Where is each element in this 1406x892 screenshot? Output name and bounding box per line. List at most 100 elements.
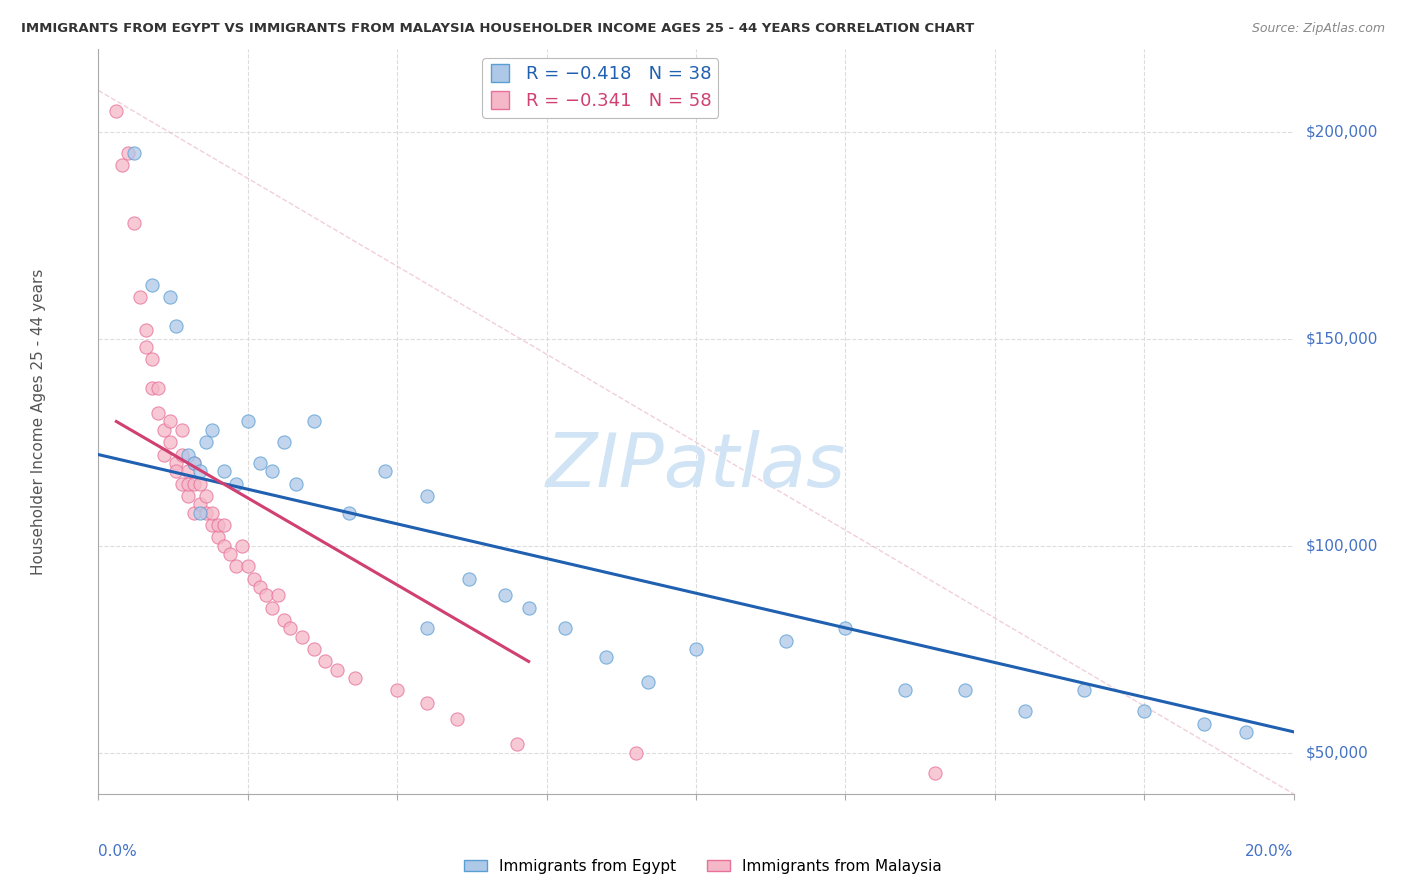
Point (249, 456, 271, 470)
Point (135, 323, 157, 337)
Point (236, 414, 259, 429)
Point (172, 476, 194, 491)
Point (1234, 724, 1257, 739)
Text: 0.0%: 0.0% (98, 844, 138, 858)
Legend: R = −0.418   N = 38, R = −0.341   N = 58: R = −0.418 N = 38, R = −0.341 N = 58 (482, 58, 718, 118)
Point (159, 435, 181, 450)
Point (894, 683, 917, 698)
Point (254, 588, 277, 602)
Point (1192, 716, 1215, 731)
Point (148, 381, 170, 395)
Point (207, 517, 229, 532)
Point (243, 572, 266, 586)
Point (177, 489, 200, 503)
Point (183, 456, 205, 470)
Point (117, 145, 139, 160)
Point (517, 600, 540, 615)
Point (249, 580, 271, 594)
Point (278, 621, 301, 635)
Text: IMMIGRANTS FROM EGYPT VS IMMIGRANTS FROM MALAYSIA HOUSEHOLDER INCOME AGES 25 - 4: IMMIGRANTS FROM EGYPT VS IMMIGRANTS FROM… (21, 22, 974, 36)
Point (212, 539, 235, 553)
Point (446, 712, 468, 726)
Point (344, 671, 367, 685)
Point (416, 621, 439, 635)
Point (290, 630, 312, 644)
Text: 20.0%: 20.0% (1246, 844, 1294, 858)
Point (339, 506, 360, 520)
Point (194, 435, 218, 450)
Point (1133, 704, 1156, 718)
Point (135, 340, 157, 354)
Point (194, 506, 218, 520)
Point (212, 464, 235, 478)
Point (225, 476, 247, 491)
Point (201, 506, 224, 520)
Point (165, 464, 187, 478)
Point (834, 621, 856, 635)
Point (284, 476, 307, 491)
Point (260, 600, 283, 615)
Point (105, 104, 128, 119)
Text: Source: ZipAtlas.com: Source: ZipAtlas.com (1251, 22, 1385, 36)
Point (685, 642, 707, 657)
Point (124, 145, 146, 160)
Point (260, 464, 283, 478)
Text: ZIPatlas: ZIPatlas (546, 430, 846, 502)
Text: $50,000: $50,000 (1306, 745, 1368, 760)
Point (201, 423, 224, 437)
Point (267, 588, 290, 602)
Point (165, 456, 187, 470)
Point (1014, 704, 1036, 718)
Point (141, 352, 163, 367)
Point (183, 456, 205, 470)
Point (315, 655, 337, 669)
Point (595, 650, 617, 665)
Point (141, 277, 163, 292)
Point (302, 642, 325, 657)
Point (177, 464, 200, 478)
Point (159, 414, 181, 429)
Point (177, 476, 200, 491)
Point (129, 290, 152, 304)
Point (183, 506, 205, 520)
Point (385, 683, 409, 698)
Point (458, 572, 481, 586)
Point (153, 448, 176, 462)
Point (554, 621, 576, 635)
Point (637, 675, 659, 690)
Point (183, 476, 205, 491)
Text: $100,000: $100,000 (1306, 538, 1378, 553)
Point (153, 423, 176, 437)
Point (148, 406, 170, 420)
Point (188, 464, 211, 478)
Point (273, 613, 295, 627)
Point (416, 696, 439, 710)
Point (302, 414, 325, 429)
Text: $150,000: $150,000 (1306, 331, 1378, 346)
Point (207, 530, 229, 544)
Point (159, 290, 181, 304)
Point (231, 539, 253, 553)
Point (494, 588, 516, 602)
Point (624, 746, 647, 760)
Point (775, 633, 797, 648)
Point (1073, 683, 1095, 698)
Point (326, 663, 349, 677)
Point (225, 559, 247, 574)
Point (141, 381, 163, 395)
Text: Householder Income Ages 25 - 44 years: Householder Income Ages 25 - 44 years (31, 268, 46, 574)
Point (374, 464, 396, 478)
Point (111, 158, 134, 172)
Point (236, 559, 259, 574)
Legend: Immigrants from Egypt, Immigrants from Malaysia: Immigrants from Egypt, Immigrants from M… (458, 853, 948, 880)
Point (177, 448, 200, 462)
Point (172, 423, 194, 437)
Point (188, 497, 211, 511)
Point (219, 547, 242, 561)
Point (506, 737, 529, 751)
Point (188, 476, 211, 491)
Point (924, 766, 946, 780)
Point (172, 448, 194, 462)
Point (416, 489, 439, 503)
Point (201, 517, 224, 532)
